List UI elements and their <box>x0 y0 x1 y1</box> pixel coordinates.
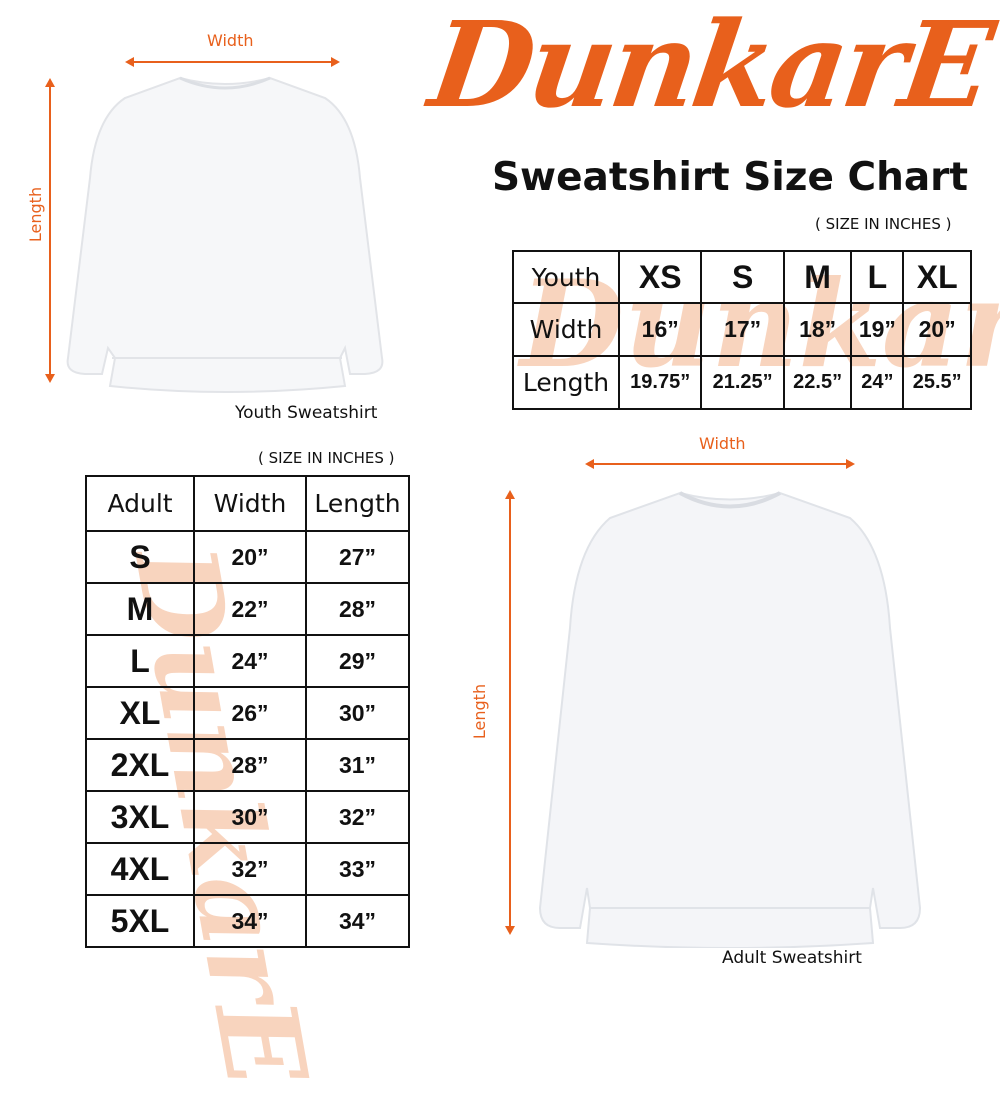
header-cell: XL <box>902 250 972 304</box>
table-row: S 20” 27” <box>85 530 410 584</box>
table-cell: 22.5” <box>782 355 853 410</box>
table-cell: 21.25” <box>700 355 785 410</box>
size-label: 4XL <box>85 842 195 896</box>
header-cell: Youth <box>512 250 620 304</box>
header-cell: L <box>850 250 905 304</box>
youth-width-arrow <box>125 57 340 67</box>
table-cell: 29” <box>305 634 410 688</box>
table-cell: 32” <box>305 790 410 844</box>
header-cell: Length <box>305 475 410 532</box>
size-label: M <box>85 582 195 636</box>
size-label: 3XL <box>85 790 195 844</box>
table-cell: 28” <box>193 738 307 792</box>
size-label: 2XL <box>85 738 195 792</box>
adult-width-arrow <box>585 459 855 469</box>
size-label: XL <box>85 686 195 740</box>
adult-caption: Adult Sweatshirt <box>722 948 862 968</box>
adult-length-arrow <box>505 490 515 935</box>
table-cell: 34” <box>193 894 307 948</box>
table-header-row: Youth XS S M L XL <box>512 250 972 304</box>
table-cell: 22” <box>193 582 307 636</box>
youth-units-note: ( SIZE IN INCHES ) <box>815 215 952 233</box>
adult-size-table: Adult Width Length S 20” 27” M 22” 28” L 24” 29”… <box>85 475 410 948</box>
table-cell: 24” <box>850 355 905 410</box>
header-cell: M <box>782 250 853 304</box>
header-cell: S <box>700 250 785 304</box>
table-cell: 16” <box>617 302 703 357</box>
table-cell: 20” <box>902 302 972 357</box>
table-row: 2XL 28” 31” <box>85 738 410 792</box>
table-cell: 18” <box>782 302 853 357</box>
table-cell: 19.75” <box>617 355 703 410</box>
header-cell: Adult <box>85 475 195 532</box>
youth-length-label: Length <box>26 186 46 243</box>
table-cell: 24” <box>193 634 307 688</box>
table-cell: 19” <box>850 302 905 357</box>
table-cell: 27” <box>305 530 410 584</box>
table-cell: 20” <box>193 530 307 584</box>
table-row: Width 16” 17” 18” 19” 20” <box>512 302 972 357</box>
table-row: 5XL 34” 34” <box>85 894 410 948</box>
youth-size-table: Youth XS S M L XL Width 16” 17” 18” 19” … <box>512 250 972 410</box>
table-cell: 33” <box>305 842 410 896</box>
youth-caption: Youth Sweatshirt <box>235 403 378 423</box>
table-cell: 28” <box>305 582 410 636</box>
row-label: Length <box>512 355 620 410</box>
table-cell: 32” <box>193 842 307 896</box>
size-label: 5XL <box>85 894 195 948</box>
adult-units-note: ( SIZE IN INCHES ) <box>258 449 395 467</box>
adult-sweatshirt-image <box>538 491 922 948</box>
page-title: Sweatshirt Size Chart <box>491 155 969 200</box>
adult-width-label: Width <box>699 434 746 453</box>
youth-sweatshirt-image <box>66 76 384 393</box>
table-row: 4XL 32” 33” <box>85 842 410 896</box>
table-row: 3XL 30” 32” <box>85 790 410 844</box>
row-label: Width <box>512 302 620 357</box>
brand-logo: DunkarE <box>422 0 998 134</box>
table-row: M 22” 28” <box>85 582 410 636</box>
table-cell: 34” <box>305 894 410 948</box>
table-cell: 25.5” <box>902 355 972 410</box>
table-cell: 26” <box>193 686 307 740</box>
youth-width-label: Width <box>207 31 254 50</box>
adult-length-label: Length <box>470 683 490 740</box>
table-header-row: Adult Width Length <box>85 475 410 532</box>
size-label: L <box>85 634 195 688</box>
table-row: XL 26” 30” <box>85 686 410 740</box>
size-label: S <box>85 530 195 584</box>
header-cell: XS <box>617 250 703 304</box>
table-row: L 24” 29” <box>85 634 410 688</box>
header-cell: Width <box>193 475 307 532</box>
table-row: Length 19.75” 21.25” 22.5” 24” 25.5” <box>512 355 972 410</box>
table-cell: 17” <box>700 302 785 357</box>
table-cell: 30” <box>305 686 410 740</box>
youth-length-arrow <box>45 78 55 383</box>
table-cell: 31” <box>305 738 410 792</box>
table-cell: 30” <box>193 790 307 844</box>
